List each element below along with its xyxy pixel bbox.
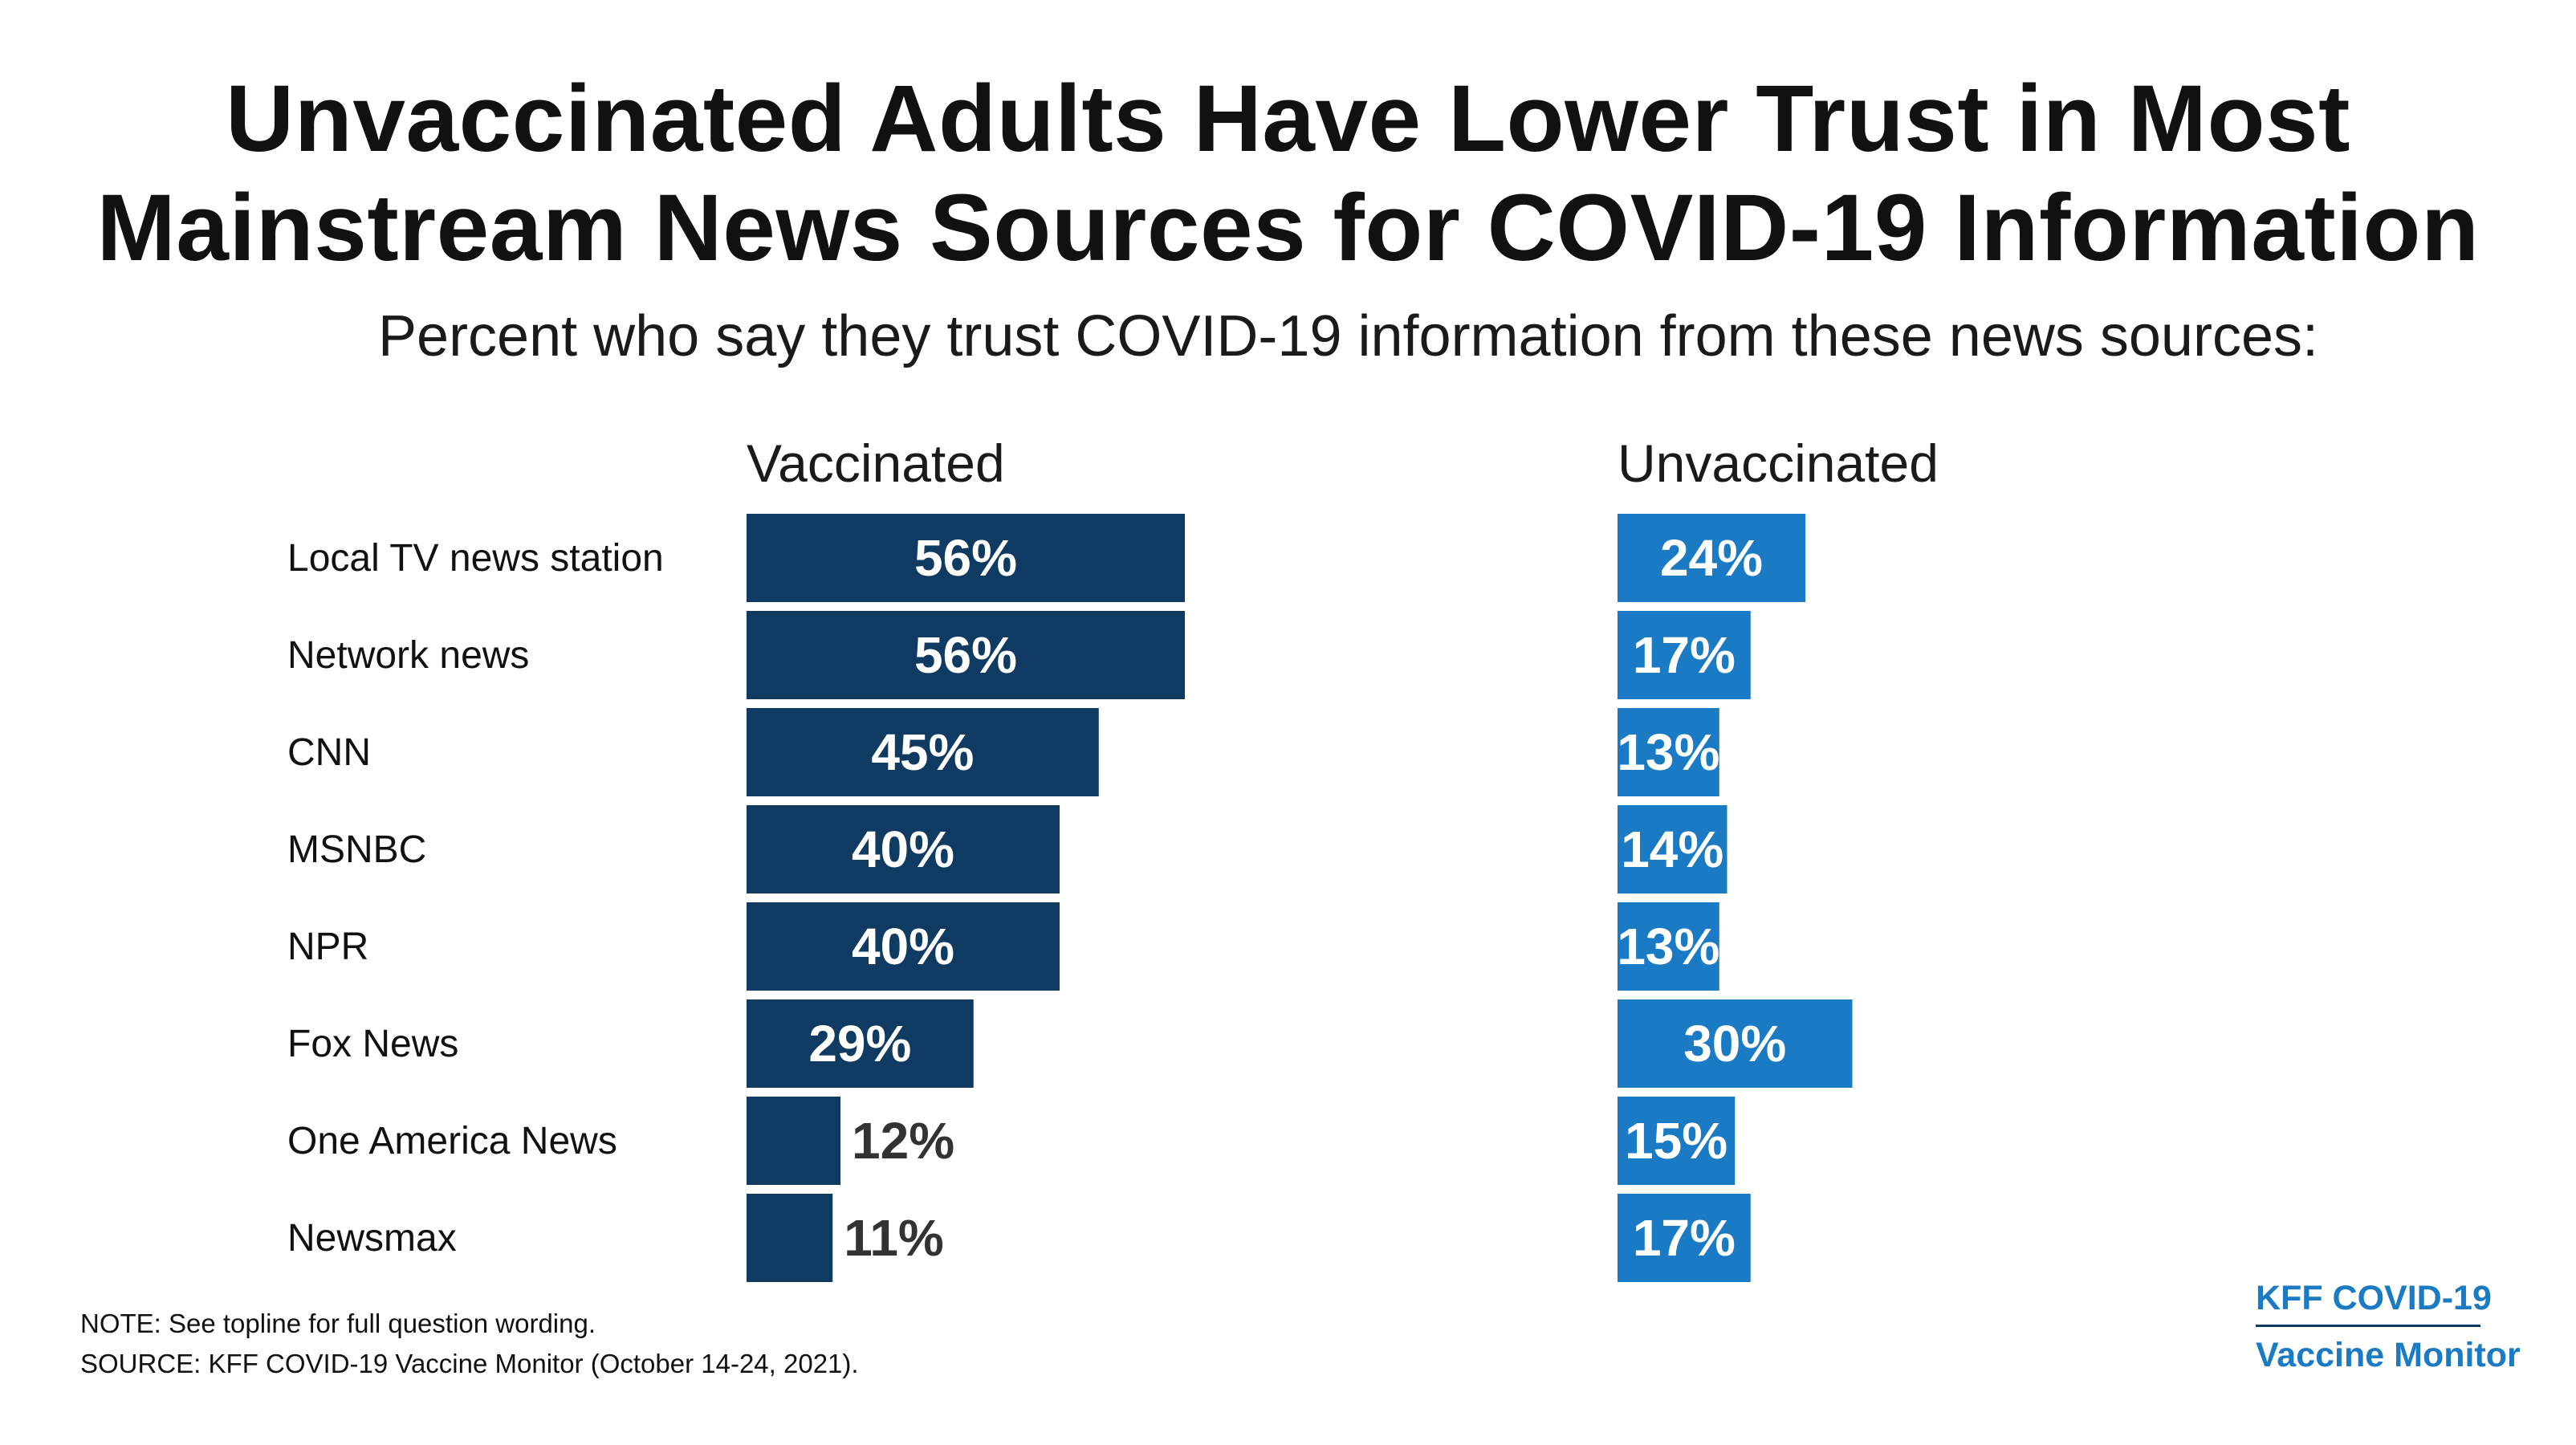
data-label-unvaccinated: 30% <box>1683 1015 1786 1073</box>
data-label-vaccinated: 56% <box>914 626 1017 684</box>
title-line-2: Mainstream News Sources for COVID-19 Inf… <box>96 175 2480 281</box>
data-label-vaccinated: 11% <box>844 1209 944 1267</box>
category-label: Local TV news station <box>287 537 664 580</box>
data-label-unvaccinated: 17% <box>1633 1209 1736 1267</box>
data-label-unvaccinated: 24% <box>1660 529 1763 587</box>
category-label: Fox News <box>287 1023 458 1065</box>
data-label-unvaccinated: 17% <box>1633 626 1736 684</box>
bar-vaccinated <box>747 999 974 1088</box>
bar-unvaccinated <box>1618 1097 1736 1185</box>
data-label-vaccinated: 29% <box>808 1015 911 1073</box>
bar-vaccinated <box>747 902 1060 991</box>
note-text: NOTE: See topline for full question word… <box>80 1309 596 1338</box>
data-label-unvaccinated: 15% <box>1625 1112 1728 1170</box>
data-label-vaccinated: 45% <box>871 723 974 781</box>
bar-unvaccinated <box>1618 1194 1751 1282</box>
category-label: One America News <box>287 1120 617 1162</box>
category-label: MSNBC <box>287 828 426 871</box>
bar-unvaccinated <box>1618 611 1751 699</box>
data-label-unvaccinated: 14% <box>1621 820 1723 878</box>
chart-title: Unvaccinated Adults Have Lower Trust in … <box>0 64 2576 283</box>
logo-line-2: Vaccine Monitor <box>2256 1336 2521 1374</box>
category-label: NPR <box>287 926 368 968</box>
bar-unvaccinated <box>1618 902 1719 991</box>
bar-unvaccinated <box>1618 999 1853 1088</box>
title-line-1: Unvaccinated Adults Have Lower Trust in … <box>226 66 2350 172</box>
logo-line-1: KFF COVID-19 <box>2256 1279 2492 1317</box>
category-label: Network news <box>287 634 529 677</box>
logo-divider <box>2256 1325 2480 1327</box>
source-text: SOURCE: KFF COVID-19 Vaccine Monitor (Oc… <box>80 1349 859 1378</box>
bar-vaccinated <box>747 1097 840 1185</box>
bar-unvaccinated <box>1618 708 1719 796</box>
series-header-unvaccinated: Unvaccinated <box>1618 434 1939 493</box>
bar-unvaccinated <box>1618 805 1728 893</box>
bar-unvaccinated <box>1618 514 1805 602</box>
kff-logo: KFF COVID-19 Vaccine Monitor <box>2256 1278 2521 1375</box>
bar-vaccinated <box>747 611 1185 699</box>
category-label: Newsmax <box>287 1217 457 1260</box>
data-label-vaccinated: 40% <box>852 820 954 878</box>
bar-vaccinated <box>747 1194 833 1282</box>
chart-subtitle: Percent who say they trust COVID-19 info… <box>378 304 2318 368</box>
bar-vaccinated <box>747 805 1060 893</box>
data-label-unvaccinated: 13% <box>1617 723 1719 781</box>
series-header-vaccinated: Vaccinated <box>747 434 1005 493</box>
category-label: CNN <box>287 731 371 774</box>
data-label-unvaccinated: 13% <box>1617 918 1719 975</box>
bar-vaccinated <box>747 708 1099 796</box>
data-label-vaccinated: 40% <box>852 918 954 975</box>
bar-vaccinated <box>747 514 1185 602</box>
data-label-vaccinated: 56% <box>914 529 1017 587</box>
bar-chart: Vaccinated Unvaccinated Local TV news stat… <box>287 434 1939 1282</box>
data-label-vaccinated: 12% <box>852 1112 954 1170</box>
